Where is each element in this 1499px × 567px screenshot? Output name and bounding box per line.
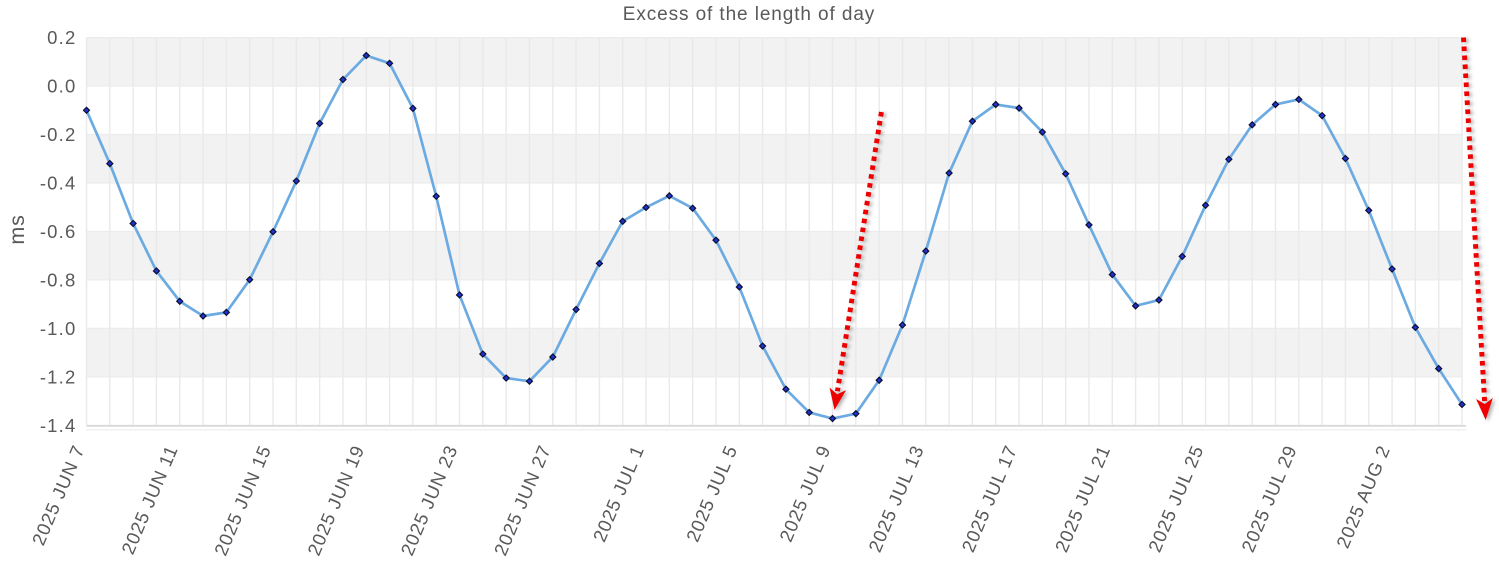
svg-text:0.2: 0.2: [47, 27, 76, 48]
svg-text:-0.8: -0.8: [40, 269, 77, 290]
svg-text:ms: ms: [5, 214, 29, 244]
svg-text:-0.4: -0.4: [40, 172, 77, 193]
svg-text:0.0: 0.0: [47, 76, 76, 97]
svg-text:-0.6: -0.6: [40, 221, 77, 242]
svg-text:-0.2: -0.2: [40, 124, 77, 145]
svg-text:-1.4: -1.4: [40, 415, 77, 436]
svg-text:-1.2: -1.2: [40, 366, 77, 387]
svg-text:Excess of the length of day: Excess of the length of day: [623, 4, 875, 25]
svg-text:-1.0: -1.0: [40, 318, 77, 339]
